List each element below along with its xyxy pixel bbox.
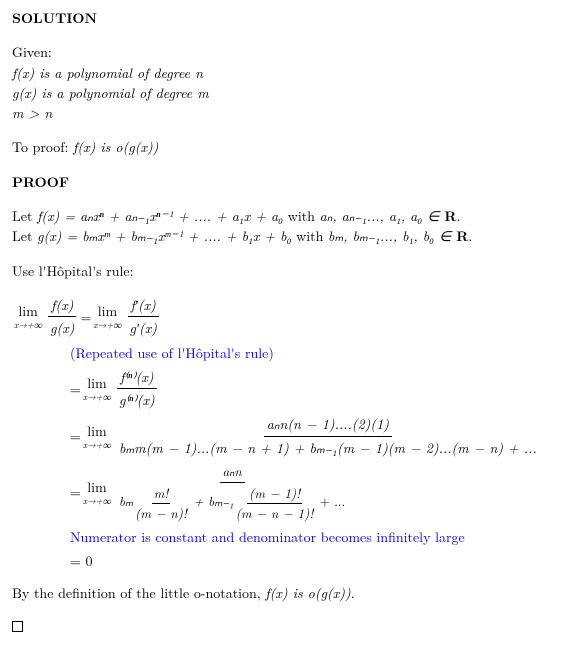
let1-expr: f(x) = aₙxⁿ + aₙ₋₁xⁿ⁻¹ + .... + a₁x + a₀ <box>37 206 283 226</box>
lim-2: lim x→+∞ <box>93 304 121 329</box>
frac5-num: aₙn <box>220 462 245 483</box>
let1-R: R <box>444 206 456 226</box>
given-line-3: m > n <box>12 103 550 123</box>
given1-var: n <box>195 63 203 83</box>
frac5-den-t2-den: (m − n − 1)! <box>234 504 316 523</box>
let1-pre: Let <box>12 206 37 226</box>
lim3-top: lim <box>87 376 106 390</box>
let-line-1: Let f(x) = aₙxⁿ + aₙ₋₁xⁿ⁻¹ + .... + a₁x … <box>12 206 550 226</box>
frac-1: f(x) g(x) <box>47 295 77 339</box>
frac-3: f⁽ⁿ⁾(x) g⁽ⁿ⁾(x) <box>116 367 158 411</box>
eq3-equals: = <box>70 426 81 446</box>
frac5-den-t2-frac: (m − 1)! (m − n − 1)! <box>234 484 316 523</box>
lim4-bot: x→+∞ <box>83 438 111 449</box>
lim1-top: lim <box>18 304 37 318</box>
frac3-den: g⁽ⁿ⁾(x) <box>116 389 158 410</box>
frac2-num: f′(x) <box>128 295 159 317</box>
given-label: Given: <box>12 42 550 62</box>
lim3-bot: x→+∞ <box>83 390 111 401</box>
given1-pre: f(x) is a polynomial of degree <box>12 63 195 83</box>
eq1-equals: = <box>81 307 92 327</box>
toproof-label: To proof: <box>12 137 73 157</box>
let2-with: with <box>291 226 328 246</box>
frac5-den: bₘ m! (m − n)! + bₘ₋₁ (m − 1)! (m − n − … <box>116 483 348 523</box>
eq-line-zero: = 0 <box>12 551 550 571</box>
proof-heading: PROOF <box>12 172 550 192</box>
frac1-num: f(x) <box>48 295 76 317</box>
given2-var: m <box>197 83 208 103</box>
frac4-num: aₙn(n − 1)....(2)(1) <box>264 414 392 436</box>
frac3-num: f⁽ⁿ⁾(x) <box>117 367 157 389</box>
frac-4: aₙn(n − 1)....(2)(1) bₘm(m − 1)...(m − n… <box>116 414 540 458</box>
let2-period: . <box>468 226 472 246</box>
frac1-den: g(x) <box>47 317 77 338</box>
let2-expr: g(x) = bₘxᵐ + bₘ₋₁xᵐ⁻¹ + .... + b₁x + b₀ <box>37 226 291 246</box>
conclusion-mid: f(x) is o(g(x)) <box>265 583 350 603</box>
let1-with: with <box>283 206 320 226</box>
let2-R: R <box>456 226 468 246</box>
lim1-bot: x→+∞ <box>14 318 42 329</box>
frac4-den: bₘm(m − 1)...(m − n + 1) + bₘ₋₁(m − 1)(m… <box>116 437 540 458</box>
conclusion-pre: By the definition of the little o-notati… <box>12 583 265 603</box>
to-proof: To proof: f(x) is o(g(x)) <box>12 137 550 157</box>
given2-pre: g(x) is a polynomial of degree <box>12 83 197 103</box>
comment-2: Numerator is constant and denominator be… <box>12 527 550 547</box>
frac-2: f′(x) g′(x) <box>127 295 160 339</box>
frac5-den-t1-den: (m − n)! <box>133 504 189 523</box>
solution-heading: SOLUTION <box>12 8 550 28</box>
lim5-bot: x→+∞ <box>83 494 111 505</box>
frac5-den-t2-coef: + bₘ₋₁ <box>189 491 234 510</box>
qed-box <box>12 621 23 632</box>
conclusion: By the definition of the little o-notati… <box>12 583 550 603</box>
frac5-den-t1-num: m! <box>152 484 171 504</box>
eq2-equals: = <box>70 379 81 399</box>
derivation-block: lim x→+∞ f(x) g(x) = lim x→+∞ f′(x) g′(x… <box>12 295 550 571</box>
lim4-top: lim <box>87 424 106 438</box>
let1-period: . <box>457 206 461 226</box>
given-line-1: f(x) is a polynomial of degree n <box>12 63 550 83</box>
eq4-equals: = <box>70 482 81 502</box>
lim2-bot: x→+∞ <box>93 318 121 329</box>
lim5-top: lim <box>87 480 106 494</box>
let2-pre: Let <box>12 226 37 246</box>
lim-5: lim x→+∞ <box>83 480 111 505</box>
given-line-2: g(x) is a polynomial of degree m <box>12 83 550 103</box>
frac-5: aₙn bₘ m! (m − n)! + bₘ₋₁ (m − 1)! (m − … <box>116 462 348 523</box>
frac5-den-t2-num: (m − 1)! <box>247 484 302 504</box>
eq-line-3: = lim x→+∞ aₙn(n − 1)....(2)(1) bₘm(m − … <box>12 414 550 458</box>
let1-set: aₙ, aₙ₋₁..., a₁, a₀ ∈ <box>320 206 445 226</box>
toproof-text: f(x) is o(g(x)) <box>73 137 158 157</box>
lim-3: lim x→+∞ <box>83 376 111 401</box>
hopital-label: Use l'Hôpital's rule: <box>12 261 550 281</box>
comment-1: (Repeated use of l'Hôpital's rule) <box>12 343 550 363</box>
frac2-den: g′(x) <box>127 317 160 338</box>
frac5-den-tail: + ... <box>316 491 346 510</box>
frac5-den-t1-coef: bₘ <box>119 491 133 510</box>
frac5-den-t1-frac: m! (m − n)! <box>133 484 189 523</box>
let2-set: bₘ, bₘ₋₁..., b₁, b₀ ∈ <box>328 226 456 246</box>
lim2-top: lim <box>98 304 117 318</box>
lim-1: lim x→+∞ <box>14 304 42 329</box>
eq-line-2: = lim x→+∞ f⁽ⁿ⁾(x) g⁽ⁿ⁾(x) <box>12 367 550 411</box>
eq-line-1: lim x→+∞ f(x) g(x) = lim x→+∞ f′(x) g′(x… <box>12 295 550 339</box>
conclusion-post: . <box>351 583 355 603</box>
let-line-2: Let g(x) = bₘxᵐ + bₘ₋₁xᵐ⁻¹ + .... + b₁x … <box>12 226 550 246</box>
eq-line-4: = lim x→+∞ aₙn bₘ m! (m − n)! + bₘ₋₁ (m … <box>12 462 550 523</box>
lim-4: lim x→+∞ <box>83 424 111 449</box>
